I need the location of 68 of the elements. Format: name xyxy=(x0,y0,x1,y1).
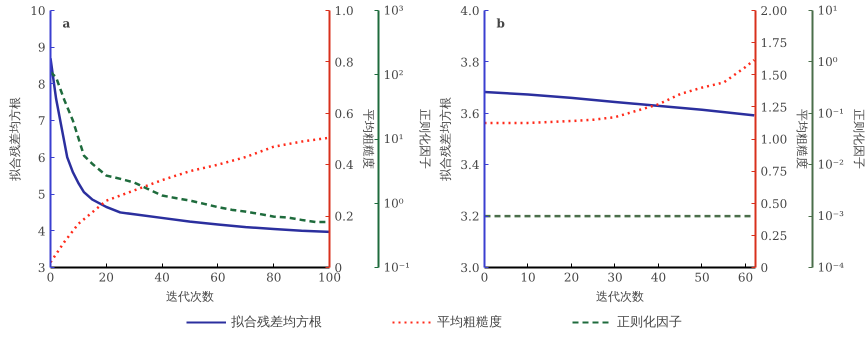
x-tick-label: 20 xyxy=(564,270,580,284)
y2-tick-label: 0.8 xyxy=(334,55,354,70)
y2-tick-label: 0.4 xyxy=(334,158,354,172)
y2-tick-label: 0.6 xyxy=(334,106,354,121)
y-tick-label: 4.0 xyxy=(460,4,480,18)
y2-tick-label: 1.50 xyxy=(760,68,788,82)
y-tick-label: 6 xyxy=(38,150,46,165)
x-tick-label: 0 xyxy=(46,270,54,284)
line-series xyxy=(50,136,330,264)
y3-tick-label: 10⁻⁴ xyxy=(818,260,844,274)
y-tick-label: 7 xyxy=(38,114,46,128)
x-tick-label: 20 xyxy=(98,270,114,284)
y2-axis-title: 平均粗糙度 xyxy=(362,109,376,169)
line-series xyxy=(484,90,756,117)
y3-tick-label: 10⁰ xyxy=(818,54,838,69)
y2-tick-label: 2.00 xyxy=(760,4,788,18)
y-tick-label: 4 xyxy=(38,224,46,238)
y2-axis-title: 平均粗糙度 xyxy=(795,109,810,169)
y2-tick-label: 0.2 xyxy=(334,210,354,224)
text: a xyxy=(62,16,70,30)
y2-tick-label: 0.75 xyxy=(760,164,788,179)
line-series xyxy=(484,58,756,124)
y3-tick-label: 10⁻² xyxy=(818,158,844,172)
x-tick-label: 0 xyxy=(480,270,488,284)
y-tick-label: 3.0 xyxy=(460,261,480,275)
y2-tick-label: 0.50 xyxy=(760,196,788,211)
y-tick-label: 5 xyxy=(38,188,46,202)
y-tick-label: 9 xyxy=(38,40,46,55)
y2-tick-label: 1.0 xyxy=(334,4,354,18)
y3-tick-label: 10⁻¹ xyxy=(384,260,410,274)
y3-tick-label: 10² xyxy=(384,68,404,82)
y2-tick-label: 1.00 xyxy=(760,132,788,146)
x-tick-label: 60 xyxy=(738,270,754,284)
y3-axis-title: 正则化因子 xyxy=(852,109,866,169)
y3-axis-title: 正则化因子 xyxy=(418,109,432,169)
legend-label: 拟合残差均方根 xyxy=(231,314,322,331)
y-tick-label: 3.4 xyxy=(460,158,480,172)
y-tick-label: 3.2 xyxy=(460,210,480,224)
x-tick-label: 40 xyxy=(154,270,170,284)
y2-tick-label: 1.25 xyxy=(760,100,788,114)
text: b xyxy=(496,16,505,30)
x-tick-label: 80 xyxy=(266,270,282,284)
y2-tick-label: 1.75 xyxy=(760,36,788,50)
y2-tick-label: 0.25 xyxy=(760,228,788,243)
y-tick-label: 3.8 xyxy=(460,55,480,70)
x-tick-label: 50 xyxy=(694,270,710,284)
y-axis-title: 拟合残差均方根 xyxy=(8,97,22,181)
y3-tick-label: 10⁻³ xyxy=(818,209,844,224)
x-tick-label: 60 xyxy=(210,270,226,284)
legend-label: 正则化因子 xyxy=(617,314,682,331)
y3-tick-label: 10¹ xyxy=(384,132,404,146)
legend-label: 平均粗糙度 xyxy=(437,314,502,331)
y-tick-label: 8 xyxy=(38,77,46,92)
y-axis-title: 拟合残差均方根 xyxy=(438,97,452,181)
y-tick-label: 10 xyxy=(30,4,46,18)
x-tick-label: 40 xyxy=(650,270,666,284)
y3-tick-label: 10⁰ xyxy=(384,196,404,210)
y-tick-label: 3 xyxy=(38,261,46,275)
x-axis-title: 迭代次数 xyxy=(596,290,644,304)
x-axis-title: 迭代次数 xyxy=(166,290,214,304)
y2-tick-label: 0 xyxy=(760,261,768,275)
x-tick-label: 10 xyxy=(520,270,536,284)
y-tick-label: 3.6 xyxy=(460,106,480,121)
y3-tick-label: 10¹ xyxy=(818,4,838,18)
y3-tick-label: 10⁻¹ xyxy=(818,106,844,120)
x-tick-label: 30 xyxy=(607,270,623,284)
y3-tick-label: 10³ xyxy=(384,4,404,18)
x-tick-label: 100 xyxy=(318,270,341,284)
